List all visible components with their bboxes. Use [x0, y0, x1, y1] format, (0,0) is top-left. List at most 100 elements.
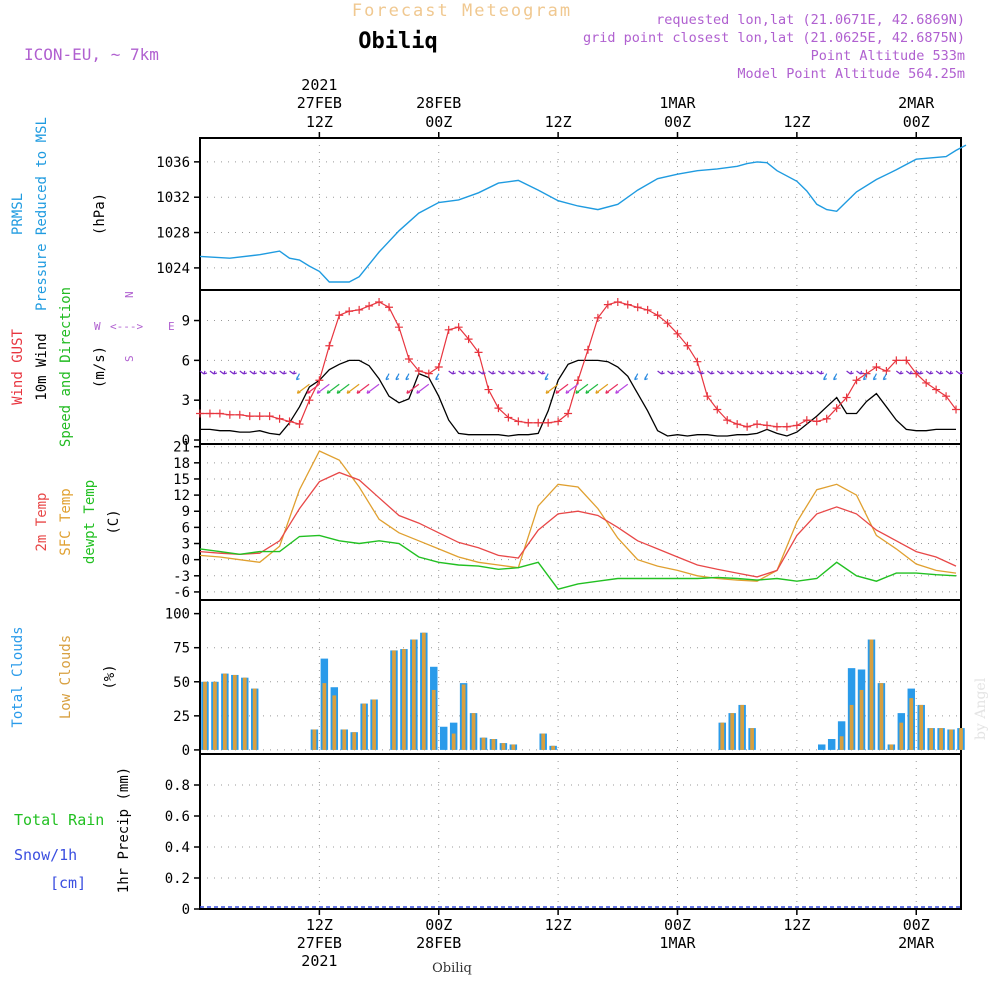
wind-gust-marker [952, 405, 961, 414]
wind-direction-arrow [859, 370, 864, 375]
wind-direction-arrow [919, 370, 924, 375]
wind-unit-label: (m/s) [92, 346, 108, 388]
x-tick-label-bottom: 2021 [301, 952, 337, 970]
axes: 10241028103210360369-6-30369121518210255… [156, 76, 962, 970]
x-tick-label-bottom: 1MAR [659, 934, 696, 952]
low-clouds-bar [839, 736, 844, 750]
low-clouds-bar [362, 703, 367, 750]
wind-gust-marker [842, 393, 851, 402]
low-clouds-label: Low Clouds [58, 635, 74, 719]
y-tick-label: 0 [182, 902, 190, 918]
wind-direction-arrow [527, 370, 533, 375]
wind-direction-arrow [615, 383, 629, 394]
wind-direction-arrow [297, 383, 310, 394]
wind-gust-marker [464, 335, 473, 344]
wind-gust-marker [802, 416, 811, 425]
snow-unit-label: [cm] [50, 874, 86, 892]
wind-direction-arrow [462, 370, 466, 375]
wind-direction-arrow [939, 370, 944, 375]
wind-gust-marker [215, 409, 224, 418]
wind-direction-arrow [644, 376, 648, 381]
low-clouds-bar [491, 739, 496, 750]
wind-gust-marker [593, 313, 602, 322]
y-tick-label: 9 [182, 314, 190, 330]
y-tick-label: 0.2 [165, 871, 190, 887]
compass-w-label: W [94, 320, 101, 333]
temp-2m-line [199, 471, 957, 578]
compass-s-label: S [123, 355, 136, 362]
wind-direction-arrow [585, 383, 599, 394]
plots [196, 144, 967, 908]
header: Forecast Meteogram Obiliq ICON-EU, ~ 7km… [24, 1, 989, 976]
wind-direction-arrow [766, 370, 772, 375]
wind-gust-marker [385, 303, 394, 312]
x-tick-label-top: 12Z [545, 113, 572, 131]
chart-subtitle: Forecast Meteogram [352, 1, 572, 21]
total-clouds-bar [818, 744, 826, 750]
wind-direction-arrow [750, 370, 755, 375]
wind-gust-marker [494, 404, 503, 413]
wind-direction-arrow [565, 383, 579, 394]
wind-direction-arrow [517, 370, 523, 375]
wind-gust-marker [325, 341, 334, 350]
low-clouds-bar [730, 713, 735, 750]
wind-gust-marker [444, 325, 453, 334]
y-tick-label: 100 [165, 607, 190, 623]
x-tick-label-top: 12Z [783, 113, 810, 131]
wind-direction-arrow [726, 370, 732, 375]
x-year-label: 2021 [301, 76, 337, 94]
wind-direction-arrow [575, 390, 580, 394]
wind-direction-arrow [292, 370, 297, 375]
wind-gust-marker [275, 414, 284, 423]
wind-direction-arrow [575, 383, 589, 394]
wind-direction-arrow [213, 370, 218, 375]
credit-label: by Angel [973, 677, 989, 740]
wind-direction-arrow [307, 383, 320, 394]
low-clouds-bar [242, 677, 247, 750]
wind-direction-arrow [219, 370, 225, 375]
temp-unit-label: (C) [106, 509, 122, 534]
wind-direction-arrow [233, 370, 238, 375]
wind-gust-marker [753, 420, 762, 429]
wind-gust-marker [285, 417, 294, 426]
wind-direction-arrow [915, 370, 921, 375]
wind-direction-arrow [740, 370, 745, 375]
wind-direction-arrow [949, 370, 954, 375]
wind-direction-arrow [406, 390, 411, 394]
wind-direction-arrow [690, 370, 695, 375]
wind-gust-marker [623, 300, 632, 309]
wind-gust-label: Wind GUST [10, 329, 26, 405]
wind-direction-arrow [605, 390, 609, 394]
wind-direction-arrow [316, 390, 321, 394]
wind-direction-arrow [406, 383, 420, 394]
wind-direction-arrow [634, 376, 638, 381]
wind-direction-arrow [730, 370, 735, 375]
wind-direction-arrow [448, 370, 454, 375]
wind-direction-arrow [458, 370, 464, 375]
wind-direction-arrow [366, 383, 380, 394]
wind-direction-arrow [605, 383, 619, 394]
low-clouds-bar [939, 728, 943, 750]
y-tick-label: 0.6 [165, 809, 190, 825]
low-clouds-bar [899, 722, 904, 750]
wind-direction-arrow [326, 390, 331, 394]
x-tick-label-top: 1MAR [659, 94, 696, 112]
wind-direction-arrow [595, 383, 609, 394]
wind-gust-marker [673, 329, 682, 338]
y-tick-label: 0 [182, 433, 190, 449]
wind-gust-marker [832, 404, 841, 413]
wind-direction-arrow [346, 383, 360, 394]
y-tick-label: 6 [182, 520, 190, 536]
wind-direction-arrow [416, 383, 430, 394]
low-clouds-bar [402, 649, 406, 750]
wind-direction-arrow [269, 370, 274, 375]
wind-direction-arrow [959, 370, 964, 375]
low-clouds-bar [421, 632, 426, 750]
y-tick-label: 12 [173, 488, 190, 504]
model-point-altitude: Model Point Altitude 564.25m [737, 66, 965, 82]
wind-gust-marker [723, 416, 732, 425]
wind-gust-marker [205, 409, 214, 418]
low-clouds-bar [332, 695, 337, 750]
panel-frame [199, 753, 962, 910]
